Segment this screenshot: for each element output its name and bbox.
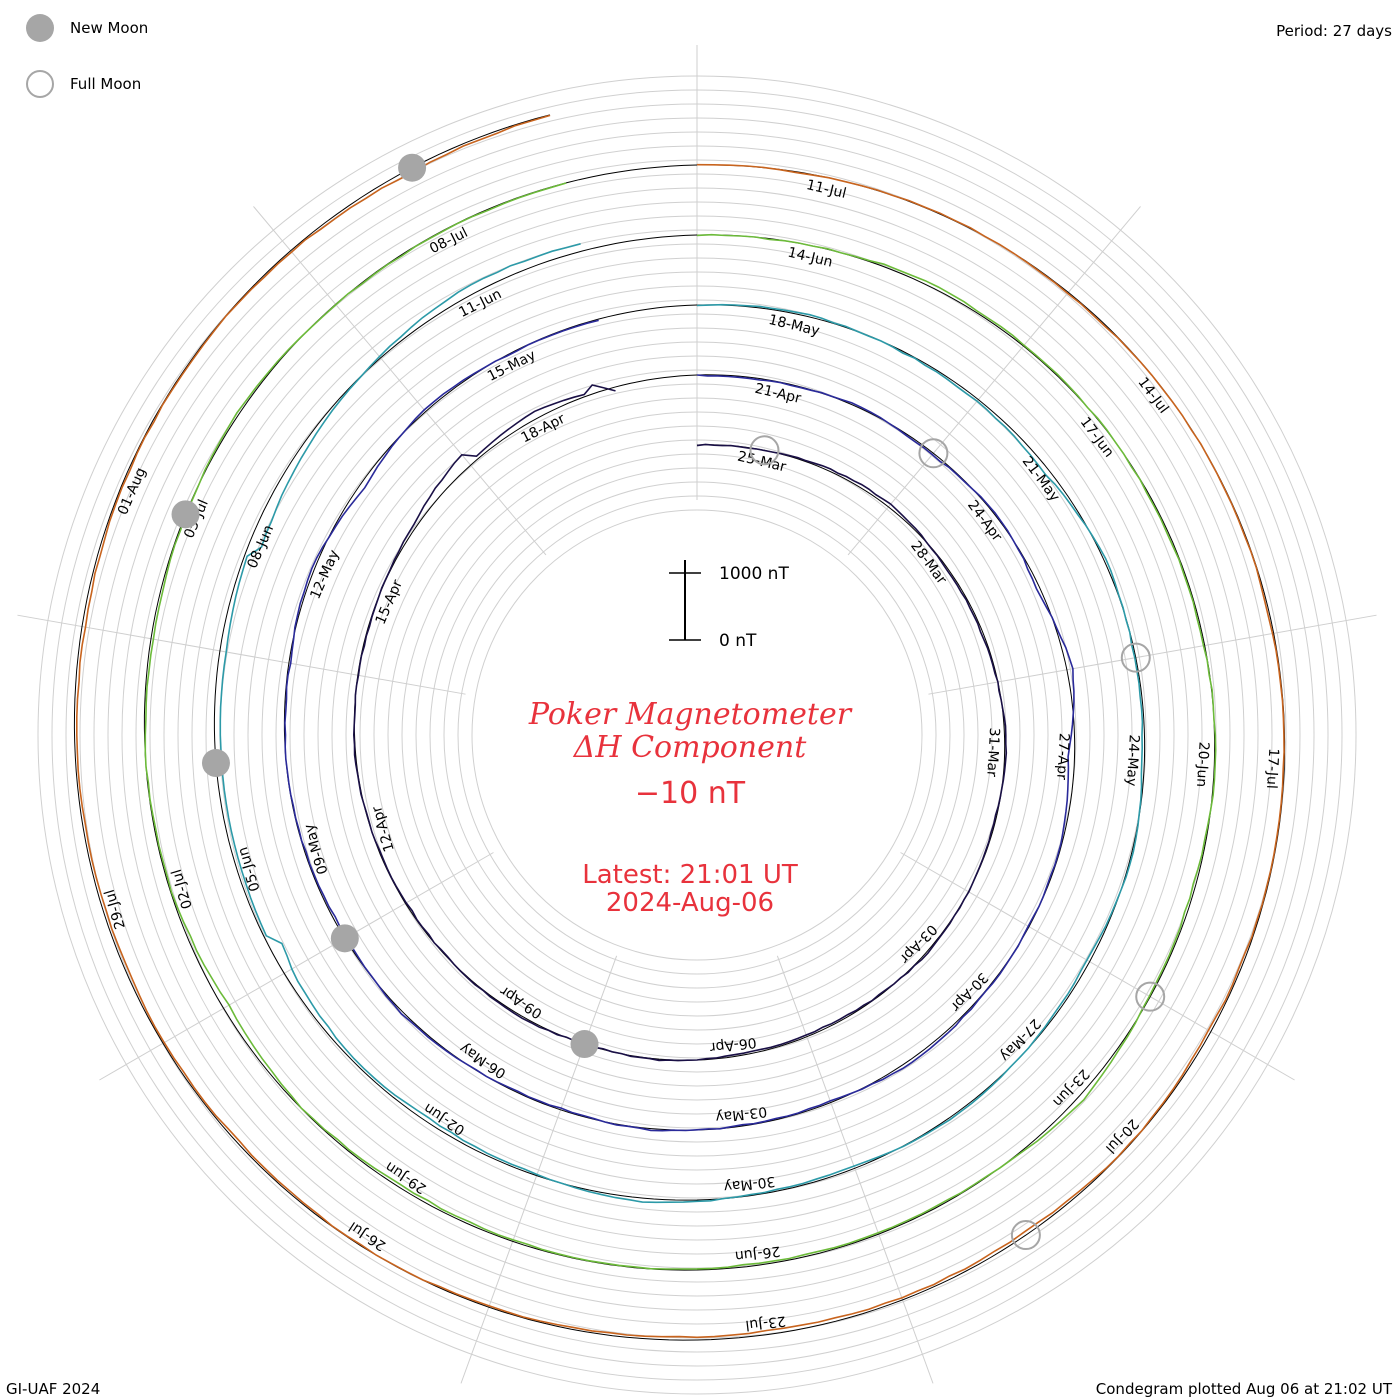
latest-time: Latest: 21:01 UT <box>582 860 798 890</box>
full-moon-marker <box>918 438 949 469</box>
footer-plotted: Condegram plotted Aug 06 at 21:02 UT <box>1095 1380 1392 1398</box>
full-moon-marker <box>1135 981 1166 1012</box>
date-label: 08-Jul <box>427 225 470 258</box>
legend-new-moon: New Moon <box>26 14 148 42</box>
full-moon-icon <box>26 70 54 98</box>
new-moon-label: New Moon <box>70 19 149 37</box>
date-label: 17-Jul <box>1263 748 1281 789</box>
full-moon-marker <box>1120 642 1151 673</box>
date-label: 24-May <box>1123 734 1142 787</box>
date-label: 03-May <box>715 1103 768 1125</box>
new-moon-marker <box>201 749 230 778</box>
day-spoke <box>928 614 1377 695</box>
date-label: 27-Apr <box>1053 733 1072 781</box>
series-line-cycle-1 <box>352 384 1008 1062</box>
chart-title-line1: Poker Magnetometer <box>528 697 852 732</box>
date-label: 08-Jun <box>244 523 277 571</box>
footer-credit: GI-UAF 2024 <box>6 1380 101 1398</box>
new-moon-marker <box>330 924 359 953</box>
date-label: 31-Mar <box>983 727 1002 777</box>
grid-ring <box>471 509 923 961</box>
date-label: 21-Apr <box>753 381 802 407</box>
date-label: 20-Jul <box>1102 1116 1141 1156</box>
day-spoke <box>253 206 547 556</box>
day-spoke <box>17 614 466 695</box>
date-label: 23-Jun <box>1049 1066 1092 1110</box>
date-label: 06-Apr <box>709 1034 758 1055</box>
day-spoke <box>99 852 494 1081</box>
date-label: 20-Jun <box>1193 741 1212 787</box>
scale-bar-label: 1000 nT <box>719 564 789 584</box>
date-label: 23-Jul <box>745 1312 787 1333</box>
date-label: 26-Jun <box>734 1243 781 1264</box>
date-label: 30-May <box>723 1173 776 1195</box>
day-spoke <box>460 955 618 1384</box>
series-line-cycle-3 <box>219 243 1144 1204</box>
full-moon-label: Full Moon <box>70 75 142 93</box>
date-label: 02-Jul <box>169 867 196 910</box>
date-label: 14-Jul <box>1134 375 1171 417</box>
date-label: 25-Mar <box>736 449 788 476</box>
day-spoke <box>900 852 1295 1081</box>
legend-full-moon: Full Moon <box>26 70 141 98</box>
new-moon-marker <box>171 500 200 529</box>
series-line-cycle-2 <box>284 319 1075 1132</box>
series-line-cycle-4 <box>144 182 1217 1270</box>
date-label: 02-Jun <box>421 1100 468 1138</box>
baseline-value: −10 nT <box>634 776 746 811</box>
new-moon-marker <box>570 1030 599 1059</box>
latest-date: 2024-Aug-06 <box>605 888 775 918</box>
full-moon-marker <box>749 435 780 466</box>
day-spoke <box>847 206 1141 556</box>
day-spoke <box>776 955 934 1384</box>
series-line-cycle-5 <box>76 114 1285 1339</box>
chart-title-line2: ΔH Component <box>573 730 807 765</box>
new-moon-marker <box>398 153 427 182</box>
new-moon-icon <box>26 14 54 42</box>
period-label: Period: 27 days <box>1276 22 1392 40</box>
full-moon-marker <box>1010 1220 1041 1251</box>
date-label: 11-Jun <box>456 286 504 321</box>
scale-bar-label: 0 nT <box>719 631 757 651</box>
